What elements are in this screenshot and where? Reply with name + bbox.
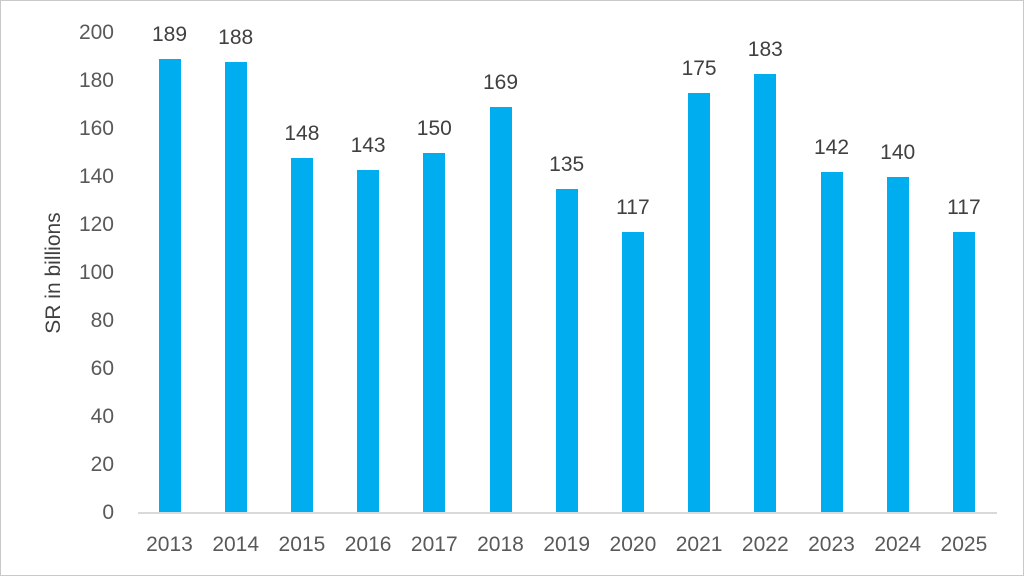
data-label: 189 — [151, 23, 188, 47]
x-tick-label: 2013 — [146, 533, 193, 556]
bar — [621, 232, 644, 513]
data-label: 188 — [218, 25, 254, 49]
y-tick-label: 160 — [78, 117, 114, 140]
data-label: 143 — [350, 133, 386, 157]
data-label: 183 — [747, 37, 783, 61]
x-tick-label: 2014 — [212, 533, 260, 556]
y-tick-label: 40 — [90, 405, 114, 428]
data-label: 142 — [813, 136, 850, 160]
x-tick-label: 2022 — [741, 533, 789, 556]
data-label: 135 — [549, 153, 585, 176]
data-label: 150 — [416, 117, 452, 140]
bar — [754, 73, 777, 513]
x-tick-label: 2023 — [808, 533, 855, 556]
x-tick-label: 2024 — [874, 533, 922, 556]
y-tick-label: 0 — [102, 501, 114, 524]
x-tick-label: 2025 — [940, 533, 988, 556]
x-tick-label: 2019 — [543, 533, 591, 556]
x-tick-label: 2020 — [609, 533, 657, 556]
y-tick-label: 140 — [78, 165, 114, 188]
y-tick-label: 60 — [90, 357, 114, 380]
data-label: 169 — [482, 71, 519, 95]
bar — [688, 93, 711, 513]
x-tick-label: 2021 — [675, 533, 723, 556]
x-tick-label: 2016 — [344, 533, 392, 556]
data-label: 175 — [681, 57, 717, 80]
bar — [886, 177, 909, 513]
bar — [224, 61, 247, 513]
y-tick-label: 20 — [90, 453, 114, 476]
bar — [489, 107, 512, 513]
bar — [158, 59, 181, 513]
y-tick-label: 120 — [78, 213, 114, 236]
bar — [555, 189, 578, 513]
bar — [820, 172, 843, 513]
y-tick-label: 80 — [90, 309, 114, 332]
bar — [290, 157, 313, 513]
y-tick-label: 200 — [78, 21, 114, 44]
data-label: 117 — [947, 196, 981, 220]
y-tick-label: 180 — [78, 69, 114, 92]
bar — [357, 169, 380, 513]
x-tick-label: 2018 — [477, 533, 524, 556]
bar — [952, 232, 975, 513]
bar — [423, 153, 446, 513]
data-label: 148 — [284, 121, 320, 145]
y-tick-label: 100 — [78, 261, 114, 284]
data-label: 140 — [880, 141, 916, 164]
x-tick-label: 2017 — [410, 533, 458, 556]
x-tick-label: 2015 — [278, 533, 326, 556]
data-label: 117 — [616, 196, 650, 220]
x-axis-line — [138, 512, 997, 514]
